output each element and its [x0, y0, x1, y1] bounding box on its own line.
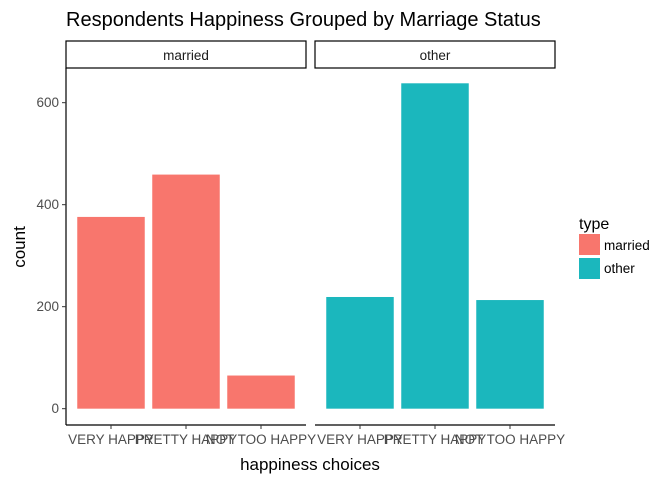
- legend-title: type: [579, 216, 609, 233]
- x-tick-label-other-0: VERY HAPPY: [317, 432, 403, 447]
- x-axis-title: happiness choices: [240, 455, 380, 474]
- legend-label-other: other: [604, 261, 635, 276]
- x-tick-label-other-2: NOT TOO HAPPY: [455, 432, 565, 447]
- bar-married-not-too-happy: [227, 375, 295, 409]
- legend-swatch-married: [579, 234, 600, 255]
- facet-strip-label-married: married: [163, 48, 209, 63]
- chart-title: Respondents Happiness Grouped by Marriag…: [66, 9, 541, 31]
- x-tick-label-married-2: NOT TOO HAPPY: [206, 432, 316, 447]
- x-tick-label-married-0: VERY HAPPY: [68, 432, 154, 447]
- y-tick-label-400: 400: [36, 197, 59, 212]
- y-tick-label-0: 0: [51, 401, 59, 416]
- y-tick-label-200: 200: [36, 299, 59, 314]
- facet-strip-married: [65, 40, 307, 69]
- y-axis-title: count: [10, 226, 29, 268]
- legend-label-married: married: [604, 238, 650, 253]
- facet-strip-label-other: other: [420, 48, 451, 63]
- x-tick-label-married-1: PRETTY HAPPY: [135, 432, 238, 447]
- legend: type married other: [579, 216, 650, 279]
- x-tick-label-other-1: PRETTY HAPPY: [384, 432, 487, 447]
- y-tick-label-600: 600: [36, 95, 59, 110]
- facet-strip-other: [314, 40, 556, 69]
- bar-married-pretty-happy: [152, 174, 220, 409]
- bar-other-very-happy: [326, 296, 394, 409]
- bar-other-pretty-happy: [401, 83, 469, 409]
- legend-swatch-other: [579, 258, 600, 279]
- bar-other-not-too-happy: [476, 300, 544, 409]
- bar-married-very-happy: [77, 216, 145, 409]
